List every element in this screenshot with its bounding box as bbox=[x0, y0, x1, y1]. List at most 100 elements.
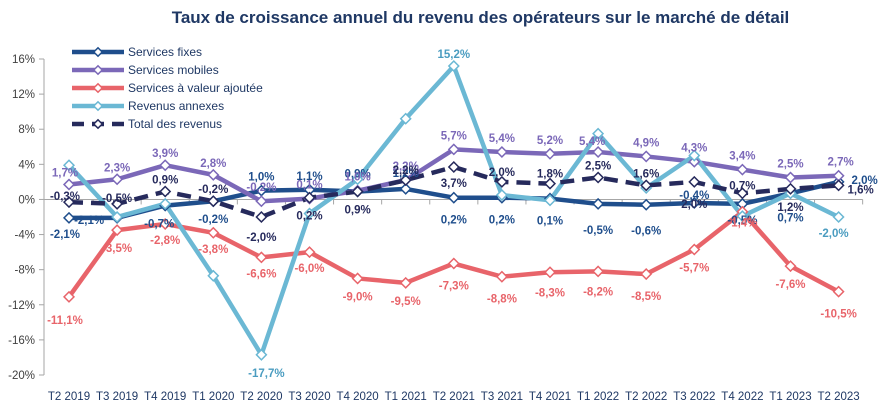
y-tick-label: -20% bbox=[8, 370, 35, 382]
x-tick-label: T2 2023 bbox=[817, 391, 859, 403]
x-tick-label: T1 2022 bbox=[577, 391, 619, 403]
data-point bbox=[640, 198, 653, 211]
data-point bbox=[207, 226, 220, 239]
data-point bbox=[303, 191, 316, 204]
data-point bbox=[399, 112, 412, 125]
data-label: 1,0% bbox=[344, 172, 370, 184]
data-point bbox=[688, 196, 701, 209]
data-point bbox=[207, 269, 220, 282]
x-tick-label: T3 2019 bbox=[96, 391, 138, 403]
data-point bbox=[784, 182, 797, 195]
data-label: 1,2% bbox=[393, 168, 419, 180]
x-tick-label: T2 2020 bbox=[240, 391, 282, 403]
legend-label: Services à valeur ajoutée bbox=[128, 81, 263, 95]
data-point bbox=[447, 257, 460, 270]
data-label: 4,3% bbox=[681, 143, 707, 155]
data-point bbox=[688, 149, 701, 162]
data-point bbox=[543, 194, 557, 207]
data-point bbox=[303, 207, 316, 220]
y-tick-label: -12% bbox=[8, 300, 35, 312]
data-label: -0,2% bbox=[246, 182, 276, 194]
data-label: 2,5% bbox=[585, 161, 611, 173]
data-label: 2,3% bbox=[104, 162, 130, 174]
data-label: 3,4% bbox=[729, 151, 755, 163]
y-tick-label: 0% bbox=[18, 194, 35, 206]
x-tick-label: T1 2020 bbox=[192, 391, 234, 403]
data-label: 5,4% bbox=[489, 133, 515, 145]
data-point bbox=[543, 177, 557, 190]
data-label: 5,2% bbox=[537, 135, 563, 147]
data-label: 3,9% bbox=[152, 148, 178, 160]
data-label: -1,4% bbox=[727, 218, 757, 230]
data-point bbox=[111, 224, 124, 237]
x-tick-label: T4 2019 bbox=[144, 391, 186, 403]
data-label: -8,3% bbox=[535, 287, 565, 299]
data-point bbox=[62, 159, 76, 172]
data-label: -0,2% bbox=[198, 184, 228, 196]
data-point bbox=[159, 159, 172, 172]
data-label: 0,9% bbox=[344, 169, 370, 181]
data-point bbox=[640, 150, 653, 163]
data-point bbox=[351, 173, 364, 186]
legend-item: Services à valeur ajoutée bbox=[72, 81, 263, 95]
data-point bbox=[62, 178, 76, 191]
data-label: -3,8% bbox=[198, 244, 228, 256]
data-point bbox=[592, 265, 605, 278]
data-label: -7,6% bbox=[775, 279, 805, 291]
x-tick-label: T1 2023 bbox=[769, 391, 811, 403]
data-point bbox=[159, 197, 172, 210]
data-label: -17,7% bbox=[248, 368, 284, 380]
data-label: 2,2% bbox=[393, 165, 419, 177]
legend-label: Services mobiles bbox=[128, 63, 219, 77]
legend-label: Total des revenus bbox=[128, 117, 222, 131]
y-tick-label: -16% bbox=[8, 335, 35, 347]
data-point bbox=[495, 146, 508, 159]
data-label: 0,1% bbox=[537, 216, 563, 228]
data-point bbox=[207, 195, 220, 208]
legend-label: Revenus annexes bbox=[128, 99, 224, 113]
data-point bbox=[688, 175, 701, 188]
data-label: 5,4% bbox=[579, 136, 605, 148]
data-label: 1,0% bbox=[248, 172, 274, 184]
legend-marker bbox=[92, 118, 104, 130]
data-point bbox=[495, 189, 508, 202]
axes: 16% 12% 8% 4% 0% -4% -8% -12% -16% -20% T2 2019 T3 … bbox=[8, 54, 864, 403]
data-point bbox=[351, 185, 364, 198]
data-labels: -2,1%-2,1% -0,7% -0,2%1,0% 1,1% 0,9% 1,2%0,2%… bbox=[47, 49, 878, 380]
data-point bbox=[688, 243, 701, 256]
data-point bbox=[399, 174, 412, 187]
series-markers bbox=[62, 60, 845, 361]
data-point bbox=[62, 211, 76, 224]
data-label: -6,6% bbox=[246, 268, 276, 280]
data-label: -8,8% bbox=[487, 294, 517, 306]
x-tick-label: T3 2020 bbox=[288, 391, 330, 403]
data-label: 2,7% bbox=[827, 157, 853, 169]
data-point bbox=[255, 348, 268, 361]
data-point bbox=[592, 171, 605, 184]
data-point bbox=[159, 218, 172, 231]
data-label: 0,2% bbox=[296, 211, 322, 223]
data-label: 0,1% bbox=[296, 180, 322, 192]
data-point bbox=[447, 191, 460, 204]
x-tick-label: T2 2019 bbox=[48, 391, 90, 403]
data-label: 4,9% bbox=[633, 137, 659, 149]
data-point bbox=[495, 175, 508, 188]
data-point bbox=[640, 268, 653, 281]
data-label: -3,5% bbox=[102, 243, 132, 255]
data-point bbox=[447, 143, 460, 156]
legend-item: Services mobiles bbox=[72, 63, 219, 77]
data-label: -10,5% bbox=[820, 309, 856, 321]
data-point bbox=[207, 168, 220, 181]
data-label: 2,8% bbox=[200, 158, 226, 170]
data-point bbox=[255, 184, 268, 197]
data-point bbox=[736, 197, 749, 210]
data-label: -0,5% bbox=[102, 193, 132, 205]
legend-item: Revenus annexes bbox=[72, 99, 224, 113]
data-label: 1,6% bbox=[633, 168, 659, 180]
data-label: -2,0% bbox=[819, 228, 849, 240]
x-tick-label: T1 2021 bbox=[385, 391, 427, 403]
data-label: 1,6% bbox=[847, 184, 873, 196]
data-point bbox=[399, 182, 412, 195]
data-label: 0,7% bbox=[729, 180, 755, 192]
